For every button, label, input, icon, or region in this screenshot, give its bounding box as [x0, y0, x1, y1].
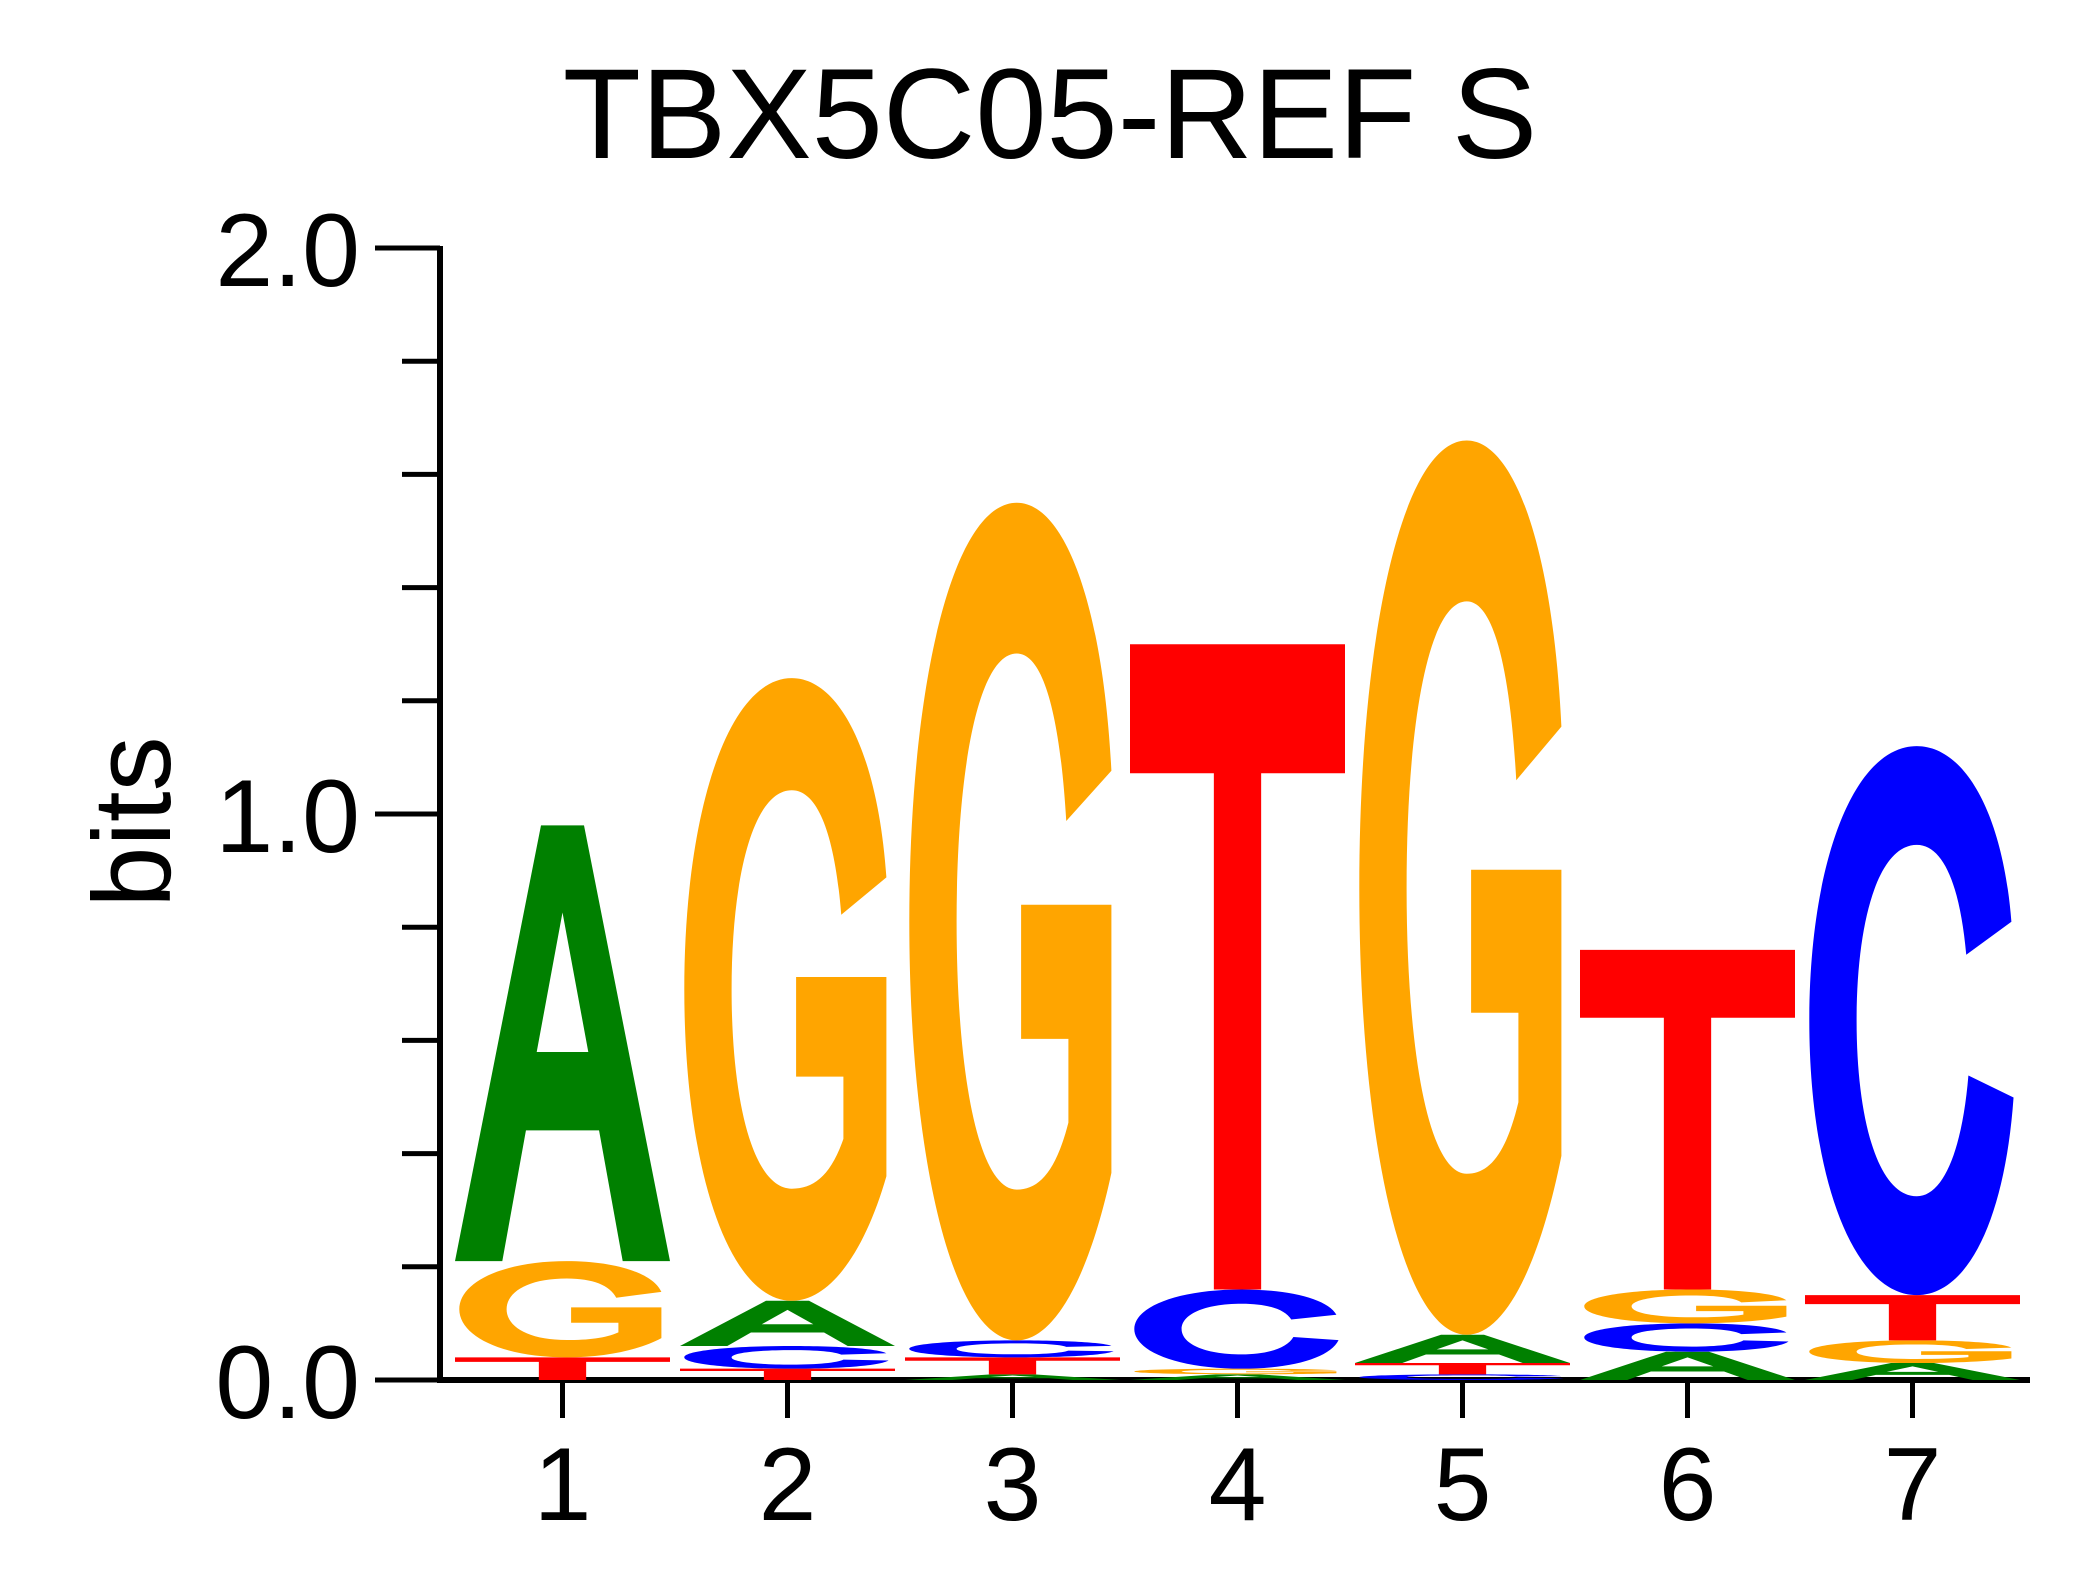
chart-title: TBX5C05-REF S: [563, 43, 1538, 186]
letter-g-pos-5: [1359, 440, 1562, 1335]
letter-a-pos-1: [455, 825, 670, 1262]
x-tick-label: 7: [1884, 1427, 1942, 1543]
letter-t-pos-7: [1805, 1295, 2020, 1341]
x-axis: 1 2 3 4 5 6 7: [437, 1377, 2030, 1543]
letter-c-pos-7: [1809, 746, 2014, 1296]
letter-t-pos-1: [455, 1357, 670, 1380]
letter-t-pos-2: [680, 1368, 895, 1380]
y-axis-label: bits: [71, 736, 194, 907]
letter-c-pos-3: [909, 1340, 1114, 1358]
letter-c-pos-2: [684, 1346, 889, 1369]
letter-stacks: [455, 440, 2020, 1380]
x-tick-label: 4: [1209, 1427, 1267, 1543]
y-tick-label: 0.0: [215, 1325, 360, 1441]
letter-g-pos-1: [459, 1261, 662, 1358]
letter-t-pos-3: [905, 1357, 1120, 1375]
y-axis: 0.0 1.0 2.0: [215, 193, 443, 1441]
x-tick-label: 5: [1434, 1427, 1492, 1543]
x-tick-label: 2: [759, 1427, 817, 1543]
letter-g-pos-2: [684, 678, 887, 1301]
letter-a-pos-6: [1580, 1351, 1795, 1380]
letter-g-pos-3: [909, 502, 1112, 1341]
x-tick-label: 6: [1659, 1427, 1717, 1543]
y-tick-label: 2.0: [215, 193, 360, 309]
letter-g-pos-4: [1134, 1368, 1337, 1375]
letter-c-pos-4: [1134, 1289, 1339, 1369]
letter-t-pos-5: [1355, 1363, 1570, 1375]
letter-a-pos-7: [1805, 1363, 2020, 1380]
letter-c-pos-6: [1584, 1323, 1789, 1352]
letter-c-pos-5: [1359, 1374, 1564, 1380]
letter-g-pos-7: [1809, 1340, 2012, 1364]
letter-a-pos-5: [1355, 1334, 1570, 1364]
x-tick-label: 3: [984, 1427, 1042, 1543]
letter-t-pos-4: [1130, 644, 1345, 1290]
letter-a-pos-2: [680, 1300, 895, 1347]
letter-g-pos-6: [1584, 1289, 1787, 1324]
y-tick-label: 1.0: [215, 759, 360, 875]
letter-a-pos-3: [905, 1374, 1120, 1380]
x-tick-label: 1: [534, 1427, 592, 1543]
letter-t-pos-6: [1580, 949, 1795, 1290]
letter-a-pos-4: [1130, 1374, 1345, 1380]
